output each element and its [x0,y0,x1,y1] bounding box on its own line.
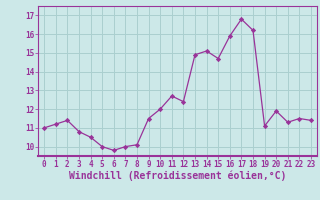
X-axis label: Windchill (Refroidissement éolien,°C): Windchill (Refroidissement éolien,°C) [69,171,286,181]
